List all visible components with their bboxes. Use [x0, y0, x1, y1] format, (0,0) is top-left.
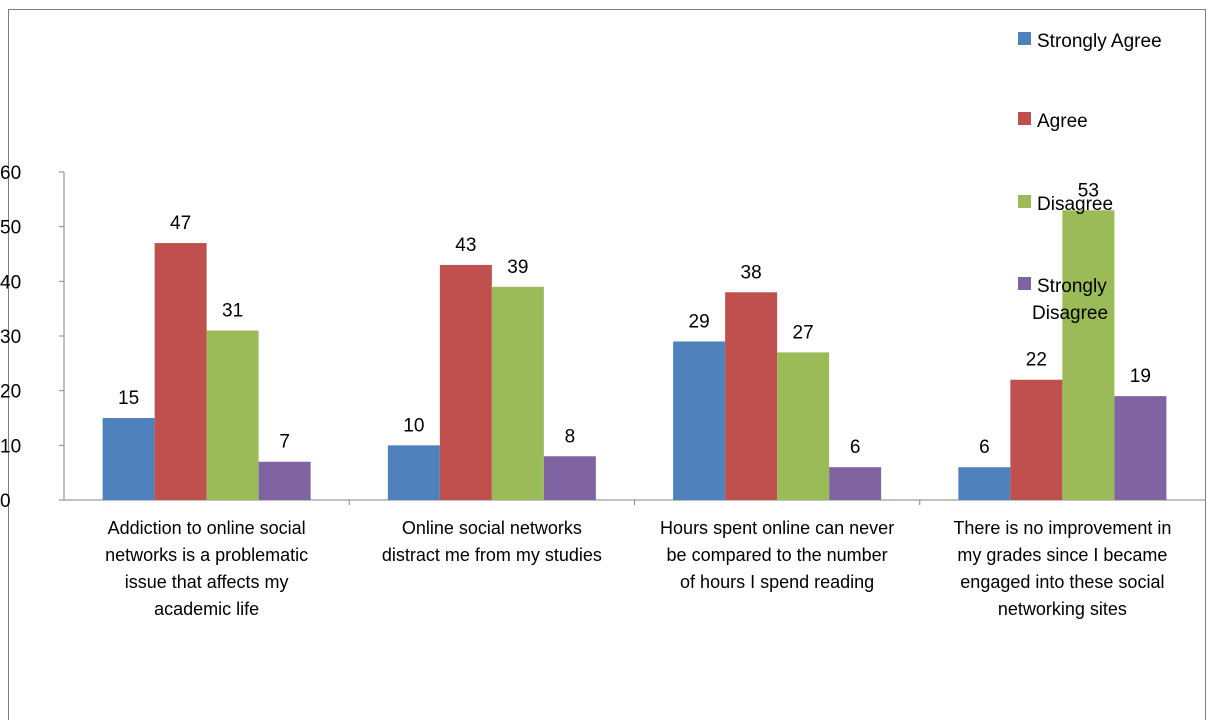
bar [102, 418, 155, 500]
y-tick-label: 50 [0, 218, 21, 239]
category-label: issue that affects my [125, 572, 289, 592]
y-tick-label: 30 [0, 327, 21, 348]
legend-swatch [1018, 112, 1031, 125]
bar [1114, 396, 1167, 500]
data-label: 38 [741, 262, 762, 283]
data-labels: 15 47 31 7 10 43 39 8 29 38 27 6 6 22 53 19 [118, 180, 1151, 458]
data-label: 43 [455, 235, 476, 256]
category-label: be compared to the number [667, 545, 888, 565]
bar [491, 286, 544, 500]
bar [154, 243, 207, 501]
category-label: of hours I spend reading [680, 572, 874, 592]
y-tick-label: 40 [0, 272, 21, 293]
category-label: There is no improvement in [953, 518, 1171, 538]
bar [543, 456, 596, 500]
bar [725, 292, 778, 500]
legend: Strongly Agree Agree Disagree Strongly Disag… [1018, 31, 1162, 324]
data-label: 19 [1130, 366, 1151, 387]
category-label: networks is a problematic [105, 545, 308, 565]
data-label: 27 [793, 322, 814, 343]
data-label: 47 [170, 213, 191, 234]
bar [1010, 379, 1063, 500]
legend-swatch [1018, 195, 1031, 208]
category-label: Hours spent online can never [660, 518, 894, 538]
category-label: Online social networks [402, 518, 582, 538]
data-label: 6 [979, 437, 990, 458]
data-label: 31 [222, 301, 243, 322]
data-label: 8 [565, 426, 576, 447]
bar [439, 264, 492, 500]
legend-label: Disagree [1037, 194, 1113, 215]
legend-label: Strongly [1037, 276, 1107, 297]
bar [1062, 210, 1115, 500]
legend-swatch [1018, 277, 1031, 290]
bar [258, 461, 311, 500]
category-label: networking sites [998, 599, 1127, 619]
legend-swatch [1018, 32, 1031, 45]
bar [206, 330, 259, 500]
bar [387, 445, 440, 500]
data-label: 29 [689, 311, 710, 332]
category-label: academic life [154, 599, 259, 619]
bar [958, 467, 1011, 500]
y-tick-label: 60 [0, 163, 21, 184]
bar [829, 467, 882, 500]
category-label: engaged into these social [960, 572, 1164, 592]
category-label: my grades since I became [957, 545, 1167, 565]
bar [777, 352, 830, 500]
data-label: 6 [850, 437, 861, 458]
y-tick-label: 20 [0, 382, 21, 403]
y-tick-label: 0 [0, 491, 11, 512]
y-tick-label: 10 [0, 436, 21, 457]
category-labels: Addiction to online social networks is a … [105, 518, 1171, 619]
data-label: 7 [279, 432, 290, 453]
data-label: 39 [507, 257, 528, 278]
bar [673, 341, 726, 500]
bars [102, 210, 1167, 501]
legend-label: Disagree [1032, 303, 1108, 324]
data-label: 22 [1026, 350, 1047, 371]
legend-label: Agree [1037, 111, 1088, 132]
data-label: 15 [118, 388, 139, 409]
category-label: Addiction to online social [108, 518, 306, 538]
category-label: distract me from my studies [382, 545, 602, 565]
data-label: 10 [403, 415, 424, 436]
data-label: 53 [1078, 180, 1099, 201]
chart-frame [8, 9, 1206, 720]
legend-label: Strongly Agree [1037, 31, 1162, 52]
